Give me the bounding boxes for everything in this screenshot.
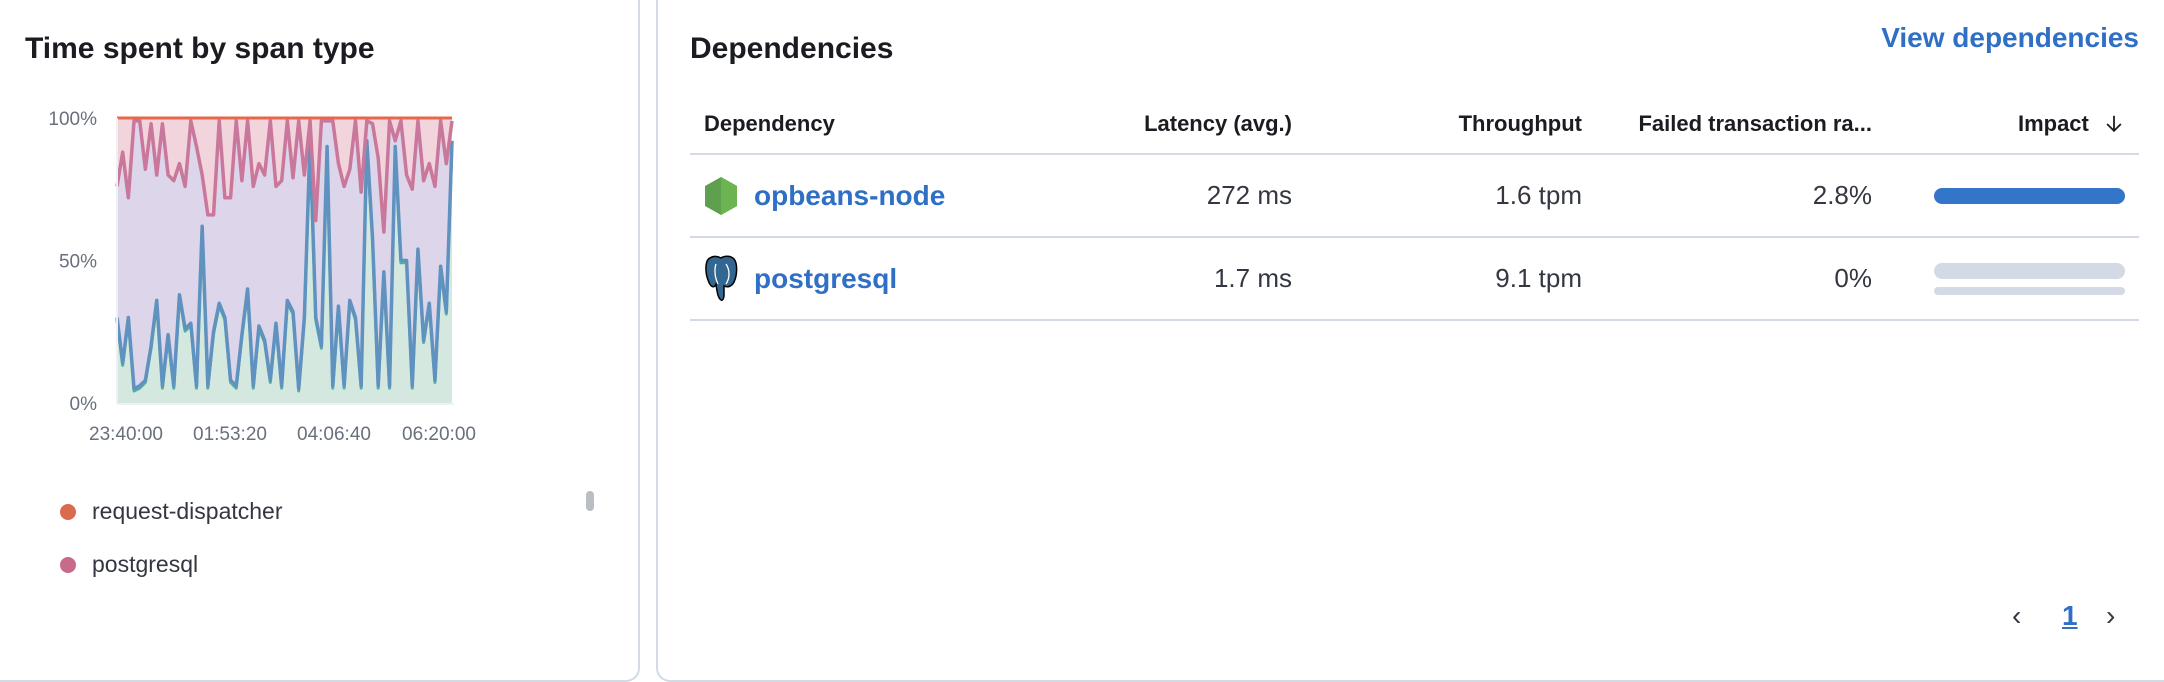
prev-page-button[interactable]: ‹ bbox=[2012, 600, 2022, 631]
line-postgresql bbox=[115, 119, 454, 234]
table-header-row: Dependency Latency (avg.) Throughput Fai… bbox=[690, 95, 2139, 155]
area-series-2 bbox=[117, 119, 452, 232]
span-type-chart: 0% 50% 100% 23:40:00 01:53:20 04:06:40 06:20:0… bbox=[48, 109, 476, 445]
impact-cell bbox=[1886, 154, 2139, 238]
dependency-cell: opbeans-node bbox=[690, 154, 1048, 238]
table-row: postgresql 1.7 ms 9.1 tpm 0% bbox=[690, 237, 2139, 321]
column-header-dependency[interactable]: Dependency bbox=[690, 95, 1048, 155]
area-series-0 bbox=[117, 140, 452, 404]
failed-rate-cell: 0% bbox=[1596, 237, 1886, 321]
throughput-cell: 9.1 tpm bbox=[1306, 237, 1596, 321]
nodejs-icon bbox=[705, 176, 737, 215]
next-page-button[interactable]: › bbox=[2106, 600, 2116, 631]
impact-bar bbox=[1934, 187, 2125, 204]
legend-item-postgresql[interactable]: postgresql bbox=[60, 551, 198, 578]
y-tick-label: 0% bbox=[70, 394, 98, 415]
column-header-failed-rate[interactable]: Failed transaction ra... bbox=[1596, 95, 1886, 155]
dependency-link-opbeans-node[interactable]: opbeans-node bbox=[754, 179, 946, 211]
legend-dot-icon bbox=[60, 556, 76, 573]
view-dependencies-link[interactable]: View dependencies bbox=[1881, 22, 2139, 53]
postgresql-icon bbox=[705, 255, 738, 301]
span-type-title: Time spent by span type bbox=[25, 32, 375, 65]
x-tick-label: 01:53:20 bbox=[193, 424, 267, 445]
line-series-blue bbox=[115, 139, 454, 391]
dependencies-title: Dependencies bbox=[690, 32, 894, 65]
legend-dot-icon bbox=[60, 503, 76, 520]
legend-label: postgresql bbox=[92, 551, 199, 577]
area-series-1 bbox=[117, 120, 452, 389]
span-type-panel bbox=[0, 0, 640, 682]
column-header-latency[interactable]: Latency (avg.) bbox=[1048, 95, 1306, 155]
impact-bar-background bbox=[1934, 262, 2125, 279]
arrow-down-icon bbox=[2106, 115, 2122, 133]
dependency-link-postgresql[interactable]: postgresql bbox=[754, 262, 898, 294]
column-header-throughput[interactable]: Throughput bbox=[1306, 95, 1596, 155]
legend-scrollbar[interactable] bbox=[586, 491, 594, 511]
latency-cell: 1.7 ms bbox=[1048, 237, 1306, 321]
x-tick-label: 04:06:40 bbox=[297, 424, 371, 445]
legend-item-request-dispatcher[interactable]: request-dispatcher bbox=[60, 498, 283, 525]
y-tick-label: 100% bbox=[48, 109, 97, 130]
impact-cell bbox=[1886, 237, 2139, 321]
dependencies-panel bbox=[656, 0, 2164, 682]
latency-cell: 272 ms bbox=[1048, 154, 1306, 238]
x-tick-label: 23:40:00 bbox=[89, 424, 163, 445]
dependency-cell: postgresql bbox=[690, 237, 1048, 321]
impact-bar bbox=[1934, 286, 2125, 295]
y-tick-label: 50% bbox=[59, 252, 97, 273]
table-row: opbeans-node 272 ms 1.6 tpm 2.8% bbox=[690, 154, 2139, 238]
page-1-button[interactable]: 1 bbox=[2062, 600, 2078, 631]
failed-rate-cell: 2.8% bbox=[1596, 154, 1886, 238]
column-header-impact[interactable]: Impact bbox=[1886, 95, 2139, 155]
legend-label: request-dispatcher bbox=[92, 498, 283, 524]
throughput-cell: 1.6 tpm bbox=[1306, 154, 1596, 238]
impact-label: Impact bbox=[2017, 111, 2089, 136]
dependencies-table: Dependency Latency (avg.) Throughput Fai… bbox=[690, 95, 2139, 321]
x-tick-label: 06:20:00 bbox=[402, 424, 476, 445]
